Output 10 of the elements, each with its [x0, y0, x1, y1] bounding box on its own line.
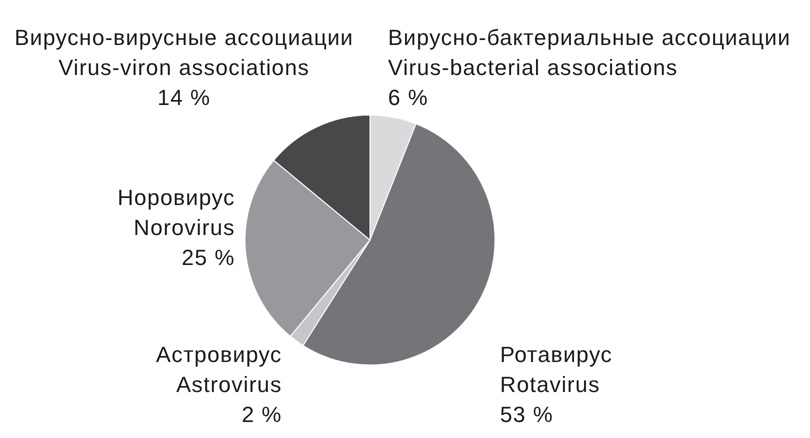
data-label: 53 %: [500, 402, 554, 427]
data-label: 25 %: [182, 245, 235, 270]
slice-label: Вирусно-вирусные ассоциации Virus-viron associations: [14, 25, 354, 80]
slice-label: Норовирус Norovirus: [117, 185, 235, 240]
data-label: 6 %: [388, 85, 428, 110]
slice-label: Вирусно-бактериальные ассоциации Virus-bacterial associations: [388, 25, 791, 80]
slice-label: Астровирус Astrovirus: [156, 342, 282, 397]
slice-label: Ротавирус Rotavirus: [500, 342, 612, 397]
data-label: 2 %: [242, 402, 282, 427]
data-label: 14 %: [157, 85, 211, 110]
